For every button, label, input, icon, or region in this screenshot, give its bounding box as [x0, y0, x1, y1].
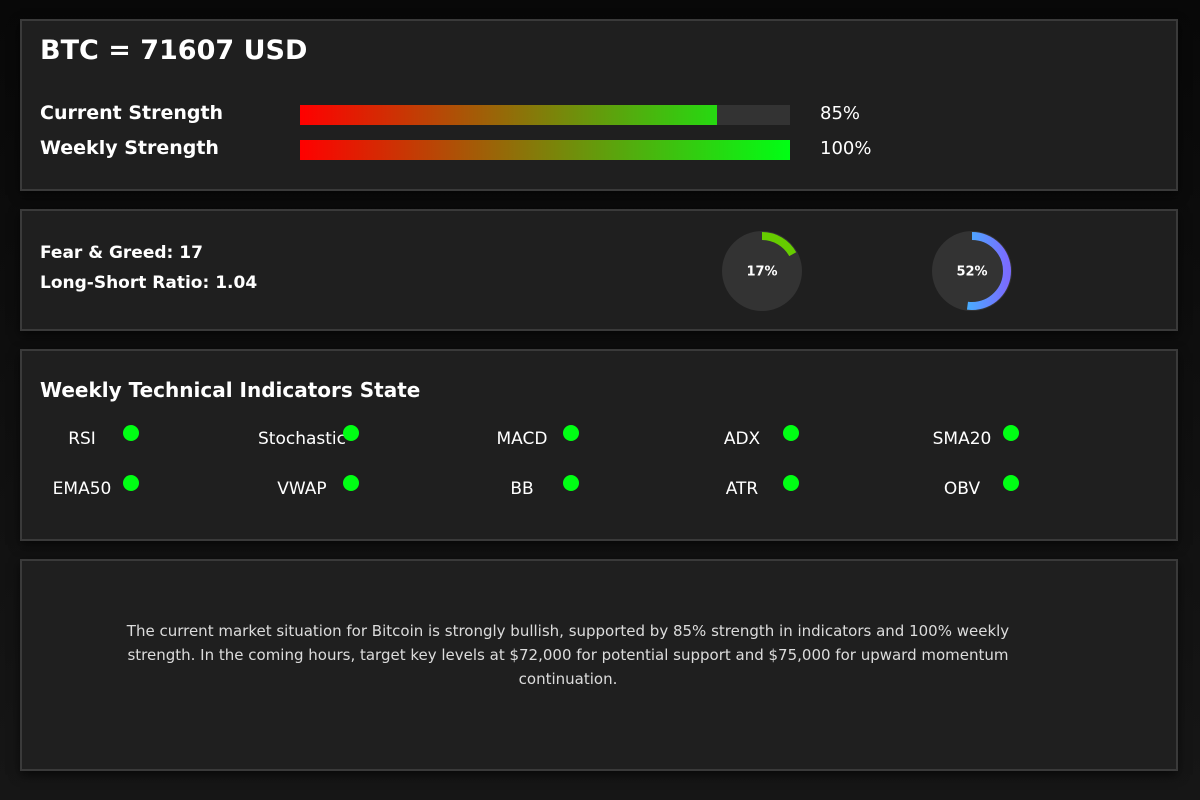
current-strength-row: Current Strength 85%: [40, 102, 1140, 127]
status-dot-icon: [343, 425, 359, 441]
status-dot-icon: [1003, 475, 1019, 491]
fear-greed-gauge-svg: 17%: [722, 231, 802, 311]
indicator-rsi: RSI: [22, 425, 242, 455]
indicator-label: Stochastic: [258, 429, 346, 449]
sentiment-panel: Fear & Greed: 17 Long-Short Ratio: 1.04 …: [20, 209, 1178, 331]
gauge-value: 17%: [746, 265, 777, 280]
status-dot-icon: [123, 425, 139, 441]
indicator-sma20: SMA20: [902, 425, 1122, 455]
indicators-title: Weekly Technical Indicators State: [40, 378, 421, 402]
fear-greed-stat: Fear & Greed: 17: [40, 243, 203, 263]
status-dot-icon: [343, 475, 359, 491]
current-strength-bar: [300, 105, 790, 125]
summary-text: The current market situation for Bitcoin…: [126, 622, 1010, 688]
indicator-bb: BB: [462, 475, 682, 505]
current-strength-fill: [300, 105, 717, 125]
status-dot-icon: [783, 475, 799, 491]
weekly-strength-value: 100%: [820, 138, 872, 159]
indicator-atr: ATR: [682, 475, 902, 505]
indicator-label: OBV: [943, 479, 981, 499]
current-strength-label: Current Strength: [40, 102, 224, 124]
weekly-strength-row: Weekly Strength 100%: [40, 137, 1140, 162]
indicator-label: SMA20: [932, 429, 992, 449]
status-dot-icon: [123, 475, 139, 491]
gauge-arc: [723, 232, 801, 310]
indicator-label: RSI: [68, 429, 96, 449]
indicator-label: ATR: [725, 479, 759, 499]
summary-panel: The current market situation for Bitcoin…: [20, 559, 1178, 771]
indicator-label: EMA50: [52, 479, 112, 499]
indicator-label: BB: [510, 479, 534, 499]
fear-greed-gauge: 17%: [721, 230, 803, 312]
status-dot-icon: [1003, 425, 1019, 441]
gauge-arc: [933, 232, 1011, 310]
gauge-background: [932, 231, 1012, 311]
status-dot-icon: [783, 425, 799, 441]
weekly-strength-label: Weekly Strength: [40, 137, 219, 159]
price-panel: BTC = 71607 USD Current Strength 85% Wee…: [20, 19, 1178, 191]
status-dot-icon: [563, 475, 579, 491]
indicator-adx: ADX: [682, 425, 902, 455]
weekly-strength-fill: [300, 140, 790, 160]
page-title: BTC = 71607 USD: [40, 35, 308, 66]
status-dot-icon: [563, 425, 579, 441]
indicator-stochastic: Stochastic: [242, 425, 462, 455]
indicator-ema50: EMA50: [22, 475, 242, 505]
indicator-vwap: VWAP: [242, 475, 462, 505]
indicators-panel: Weekly Technical Indicators State RSI Sto…: [20, 349, 1178, 541]
indicator-label: VWAP: [277, 479, 327, 499]
current-strength-value: 85%: [820, 103, 861, 124]
weekly-strength-bar: [300, 140, 790, 160]
long-short-stat: Long-Short Ratio: 1.04: [40, 273, 258, 293]
indicator-macd: MACD: [462, 425, 682, 455]
indicator-obv: OBV: [902, 475, 1122, 505]
gauge-background: [722, 231, 802, 311]
indicator-label: MACD: [496, 429, 548, 449]
long-short-gauge: 52%: [931, 230, 1013, 312]
long-short-gauge-svg: 52%: [932, 231, 1012, 311]
gauge-value: 52%: [956, 265, 987, 280]
indicator-label: ADX: [723, 429, 761, 449]
